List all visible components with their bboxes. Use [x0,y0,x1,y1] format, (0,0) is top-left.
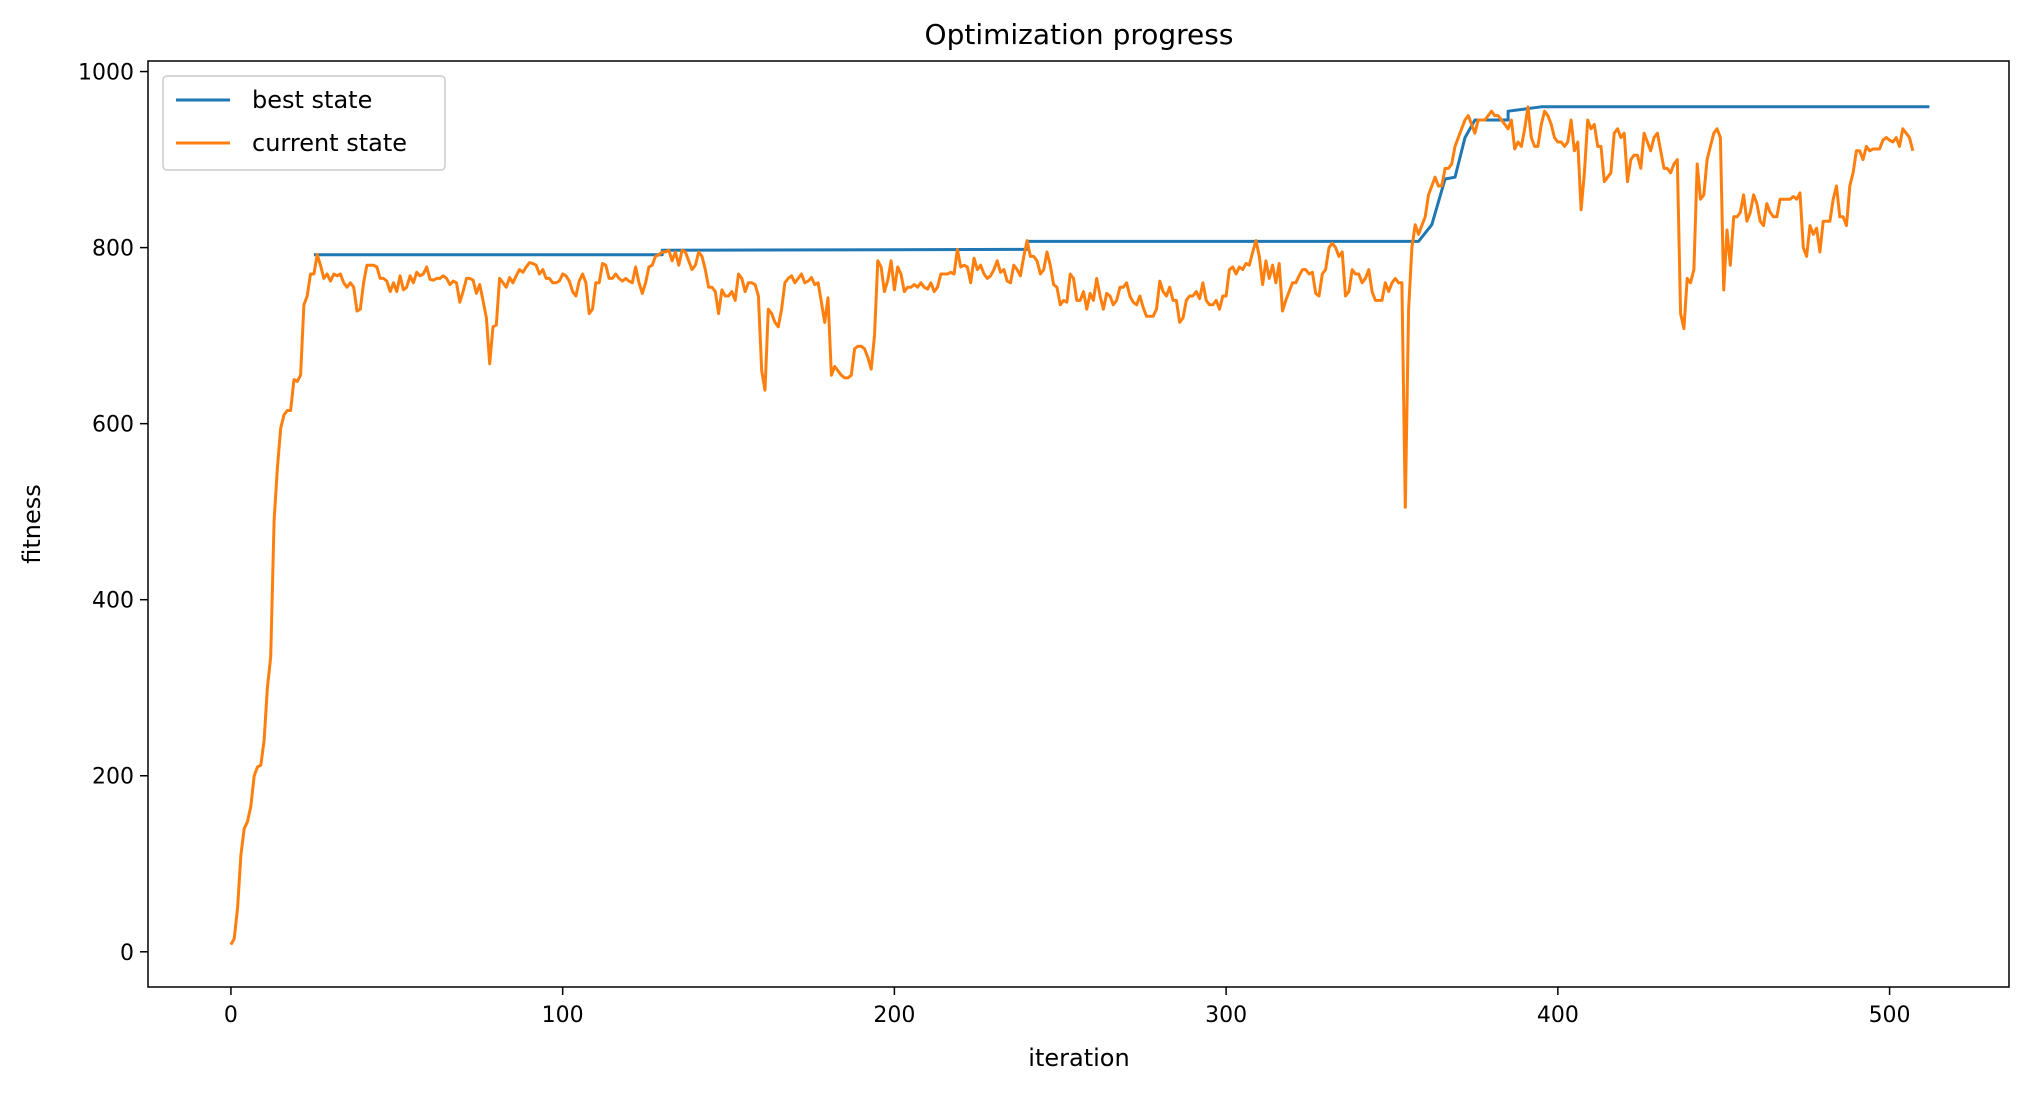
y-tick-label: 800 [92,237,134,262]
y-tick-label: 400 [92,589,134,614]
plot-lines [229,105,1930,946]
x-tick-label: 100 [542,1003,584,1028]
plot-frame [147,60,2010,988]
legend-label-best-state: best state [252,86,372,114]
chart-title: Optimization progress [925,18,1234,51]
series-line-current-state [229,105,1915,946]
legend-box [162,75,446,171]
x-axis-label: iteration [1028,1044,1129,1072]
y-tick-label: 0 [120,941,134,966]
x-tick-label: 500 [1869,1003,1911,1028]
x-tick-label: 200 [873,1003,915,1028]
x-tick-label: 0 [224,1003,238,1028]
y-tick-label: 1000 [78,61,134,86]
legend-label-current-state: current state [252,129,407,157]
x-tick-label: 300 [1205,1003,1247,1028]
series-line-best-state [313,105,1930,257]
axis-ticks: 0 100 200 300 400 500 0 200 400 600 800 1000 [78,61,1911,1028]
y-tick-label: 600 [92,413,134,438]
y-tick-label: 200 [92,765,134,790]
x-tick-label: 400 [1537,1003,1579,1028]
y-axis-label: fitness [18,484,46,564]
legend: best state current state [162,75,446,171]
